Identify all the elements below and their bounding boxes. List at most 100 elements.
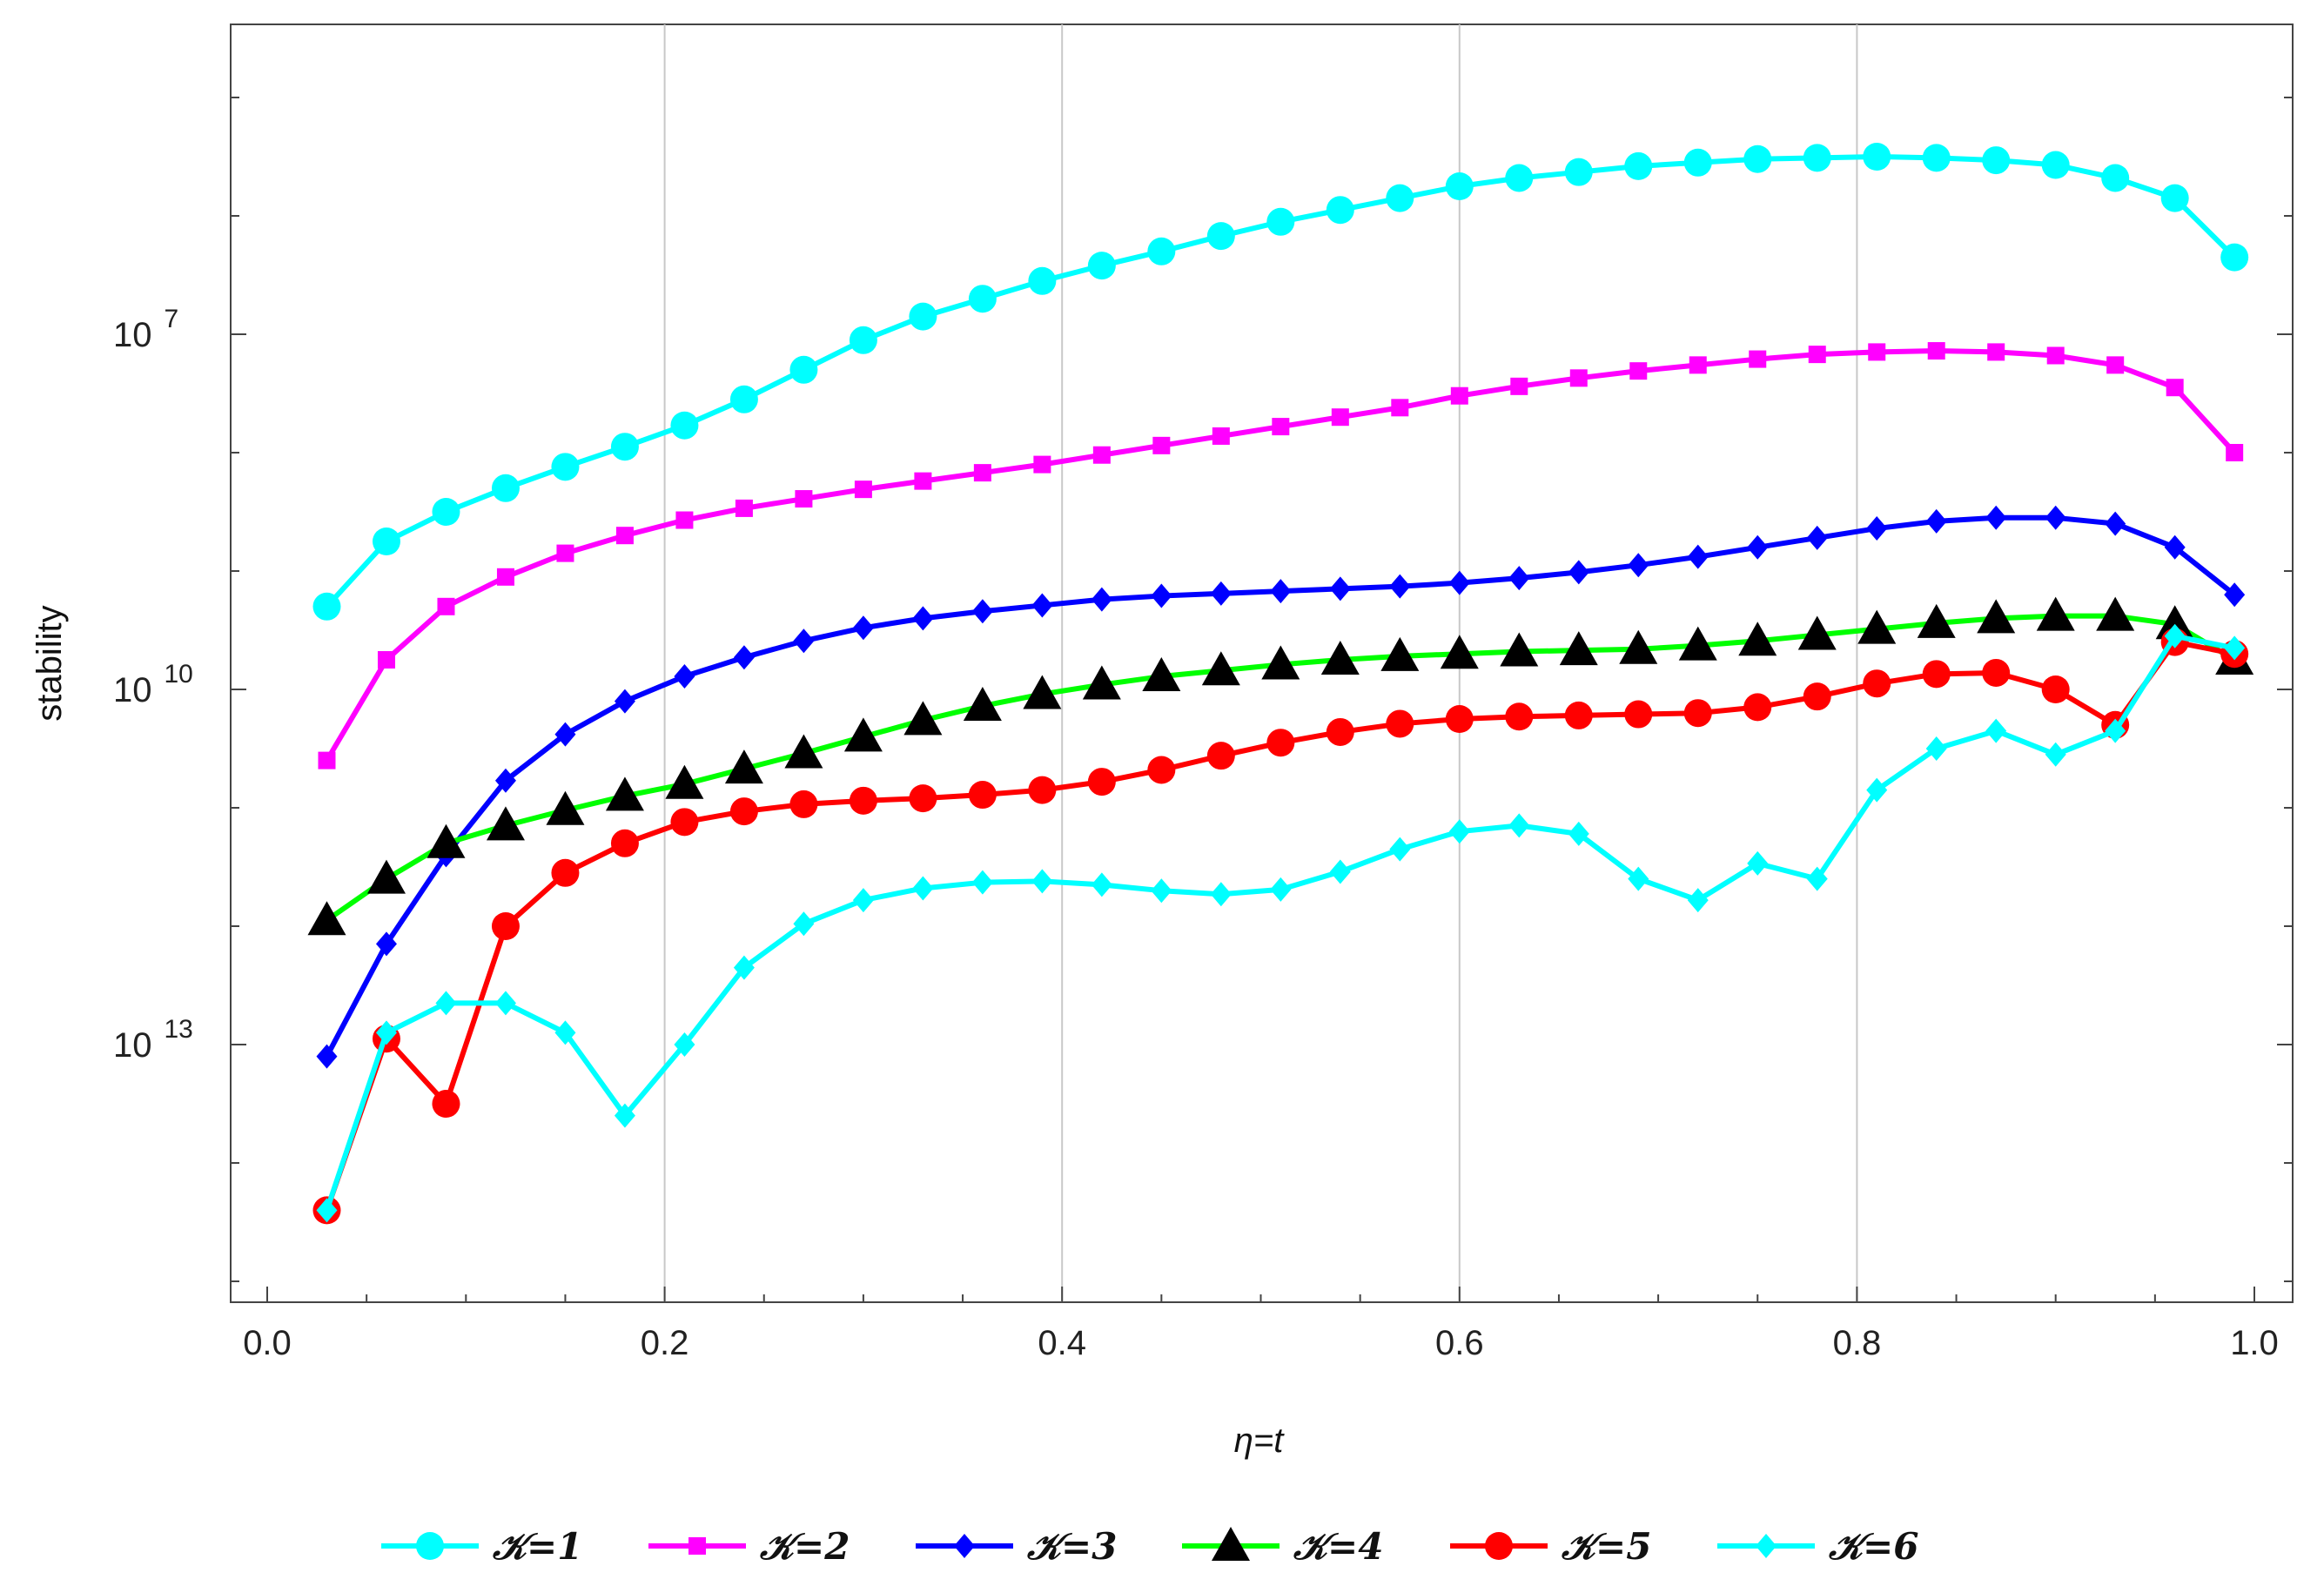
data-point	[1212, 427, 1230, 445]
data-point	[551, 453, 580, 481]
data-point	[1985, 505, 2007, 530]
data-point	[729, 797, 758, 826]
data-point	[674, 664, 695, 689]
data-point	[1091, 587, 1112, 612]
data-point	[1266, 207, 1295, 236]
data-point	[675, 511, 694, 529]
y-axis-title: stability	[30, 605, 69, 721]
legend-label: 𝒦=2	[759, 1525, 850, 1568]
data-point	[1212, 1527, 1250, 1561]
data-point	[1508, 813, 1530, 838]
data-point	[914, 472, 932, 490]
data-point	[312, 592, 341, 621]
data-point	[852, 615, 874, 641]
data-point	[793, 628, 815, 654]
legend-label: 𝒦=3	[1026, 1525, 1117, 1568]
data-point	[665, 764, 704, 799]
y-tick-exponent: 10	[165, 660, 193, 689]
grid-lines	[663, 24, 1858, 1302]
series-2	[318, 342, 2244, 769]
data-point	[1505, 164, 1534, 192]
data-point	[971, 599, 993, 624]
data-point	[1568, 560, 1589, 585]
data-point	[1564, 158, 1593, 186]
data-point	[1922, 660, 1951, 689]
data-point	[1808, 346, 1826, 364]
data-point	[2036, 596, 2075, 631]
data-point	[1868, 343, 1886, 361]
legend-item-3: 𝒦=3	[916, 1525, 1117, 1568]
data-point	[375, 1020, 397, 1045]
legend-item-2: 𝒦=2	[648, 1525, 850, 1568]
data-point	[1210, 882, 1232, 907]
data-point	[372, 528, 400, 555]
x-tick-label: 0.2	[641, 1324, 689, 1362]
data-point	[556, 544, 574, 562]
data-point	[1629, 362, 1648, 380]
data-point	[1749, 350, 1767, 368]
data-point	[1917, 603, 1956, 638]
data-point	[1628, 866, 1649, 891]
y-tick-base: 10	[113, 671, 152, 709]
data-point	[912, 606, 934, 631]
data-point	[954, 1534, 975, 1558]
data-point	[1683, 699, 1712, 728]
data-point	[1028, 776, 1057, 804]
data-point	[2224, 635, 2246, 661]
x-tick-label: 0.6	[1435, 1324, 1484, 1362]
data-point	[2105, 511, 2126, 536]
data-point	[1510, 377, 1528, 395]
x-tick-label: 1.0	[2230, 1324, 2279, 1362]
data-point	[1806, 525, 1828, 550]
data-point	[903, 701, 943, 736]
y-tick-label: 10 10	[113, 660, 193, 709]
data-point	[494, 768, 516, 793]
data-point	[1386, 184, 1414, 212]
series-line	[324, 633, 2235, 1212]
data-point	[1082, 665, 1121, 700]
y-tick-exponent: 7	[165, 305, 179, 333]
data-point	[1987, 343, 2005, 361]
data-point	[724, 749, 763, 784]
data-point	[2166, 379, 2184, 397]
data-point	[554, 1020, 576, 1045]
data-point	[546, 790, 585, 825]
data-point	[1329, 859, 1351, 884]
data-point	[2041, 151, 2070, 179]
data-point	[1863, 669, 1891, 698]
data-point	[437, 597, 455, 615]
x-axis-title: η=t	[1234, 1421, 1286, 1460]
data-point	[1389, 837, 1411, 862]
series-line	[324, 639, 2235, 1212]
data-point	[1445, 705, 1474, 733]
data-point	[1985, 718, 2007, 743]
y-tick-exponent: 13	[165, 1015, 193, 1044]
data-point	[1866, 777, 1888, 803]
data-point	[1270, 579, 1292, 604]
data-point	[554, 722, 576, 747]
data-point	[909, 302, 937, 331]
data-point	[432, 498, 460, 526]
data-point	[1569, 369, 1588, 387]
data-point	[1624, 700, 1653, 729]
data-point	[973, 464, 991, 482]
legend-label: 𝒦=1	[492, 1525, 582, 1568]
data-point	[1508, 566, 1530, 591]
series-layer	[307, 143, 2254, 1225]
data-point	[795, 490, 813, 508]
data-point	[1147, 756, 1176, 784]
data-point	[1087, 252, 1116, 280]
data-point	[1863, 143, 1891, 171]
data-point	[1391, 399, 1409, 417]
data-point	[2106, 356, 2125, 374]
data-point	[1147, 237, 1176, 265]
data-point	[968, 781, 997, 810]
series-6	[316, 623, 2246, 1223]
data-point	[793, 911, 815, 937]
data-point	[486, 806, 525, 841]
legend-item-5: 𝒦=5	[1450, 1525, 1651, 1568]
data-point	[1091, 872, 1112, 897]
data-point	[1331, 408, 1349, 427]
data-point	[854, 481, 872, 499]
